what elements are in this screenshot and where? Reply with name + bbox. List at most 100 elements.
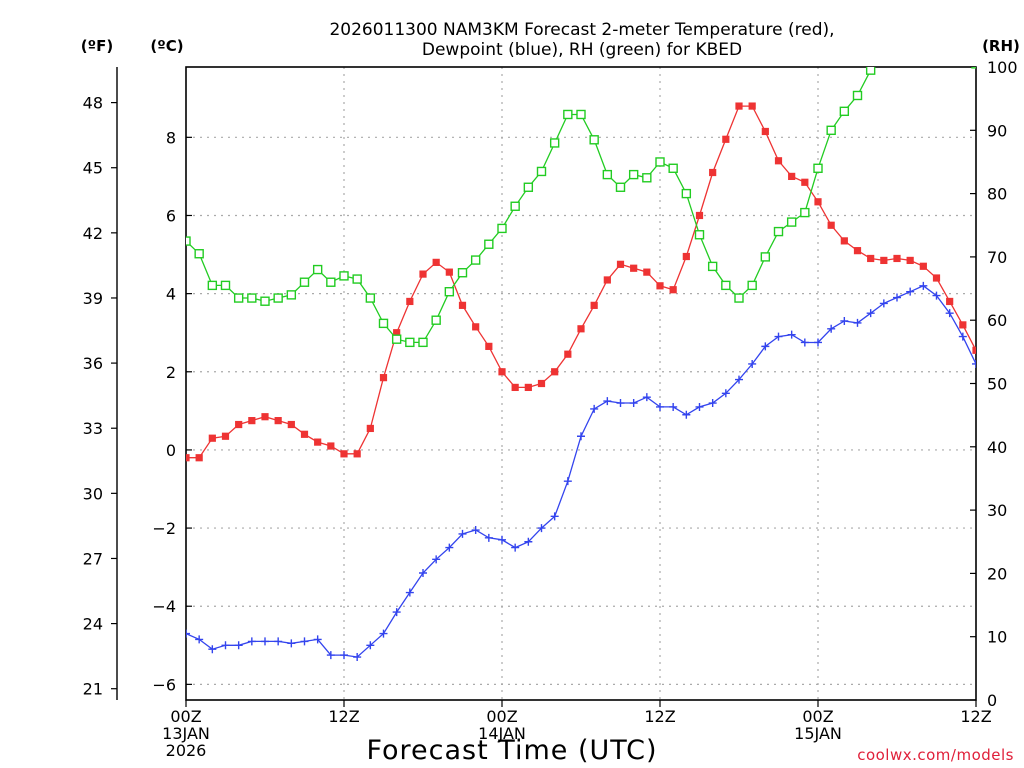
fahrenheit-tick-label: 36 [83,354,103,373]
dewpoint-point [616,399,625,408]
x-axis-label: Forecast Time (UTC) [366,735,657,766]
dewpoint-point [827,324,836,333]
2-meter-temperature-point [867,254,875,263]
rh-point [563,109,573,120]
rh-point [523,182,534,192]
dewpoint-point [550,512,559,521]
dewpoint-point [577,432,585,441]
2-meter-temperature-point [327,442,335,450]
dewpoint-point [853,318,862,327]
rh-point [668,163,678,173]
2-meter-temperature-point [801,178,809,186]
rh-point [391,334,402,344]
2-meter-temperature-point [906,256,914,265]
2-meter-temperature-point [774,157,783,165]
2-meter-temperature-point [669,286,677,294]
2-meter-temperature-point [366,424,374,433]
dewpoint-point [945,309,954,318]
fahrenheit-tick-label: 33 [83,419,103,438]
rh-tick-label: 20 [987,564,1007,583]
rh-tick-label: 70 [987,248,1007,267]
2-meter-temperature-point [682,252,690,261]
time-tick-label: 12Z [328,707,359,726]
fahrenheit-tick-label: 27 [83,549,103,568]
celsius-tick-label: 4 [166,285,176,304]
2-meter-temperature-point [537,379,546,388]
rh-point [707,261,718,272]
rh-point [721,280,731,291]
2-meter-temperature-point [959,321,967,329]
rh-tick-label: 30 [987,501,1007,520]
rh-point [694,230,705,240]
dewpoint-point [524,537,533,546]
dewpoint-point [708,399,717,408]
rh-tick-label: 90 [987,121,1007,140]
celsius-tick-label: 0 [166,441,176,460]
time-tick-label: 12Z [644,707,675,726]
rh-point [760,252,771,262]
rh-tick-label: 40 [987,438,1007,457]
dewpoint-point [669,402,678,411]
2-meter-temperature-point [340,450,348,458]
dewpoint-point [590,404,599,413]
2-meter-temperature-point [511,383,519,392]
fahrenheit-tick-label: 39 [83,289,103,308]
rh-point [933,41,941,49]
dewpoint-point [603,397,612,406]
dewpoint-point [972,359,976,368]
plot-frame [185,66,977,701]
rh-point [681,188,692,199]
fahrenheit-tick-label: 45 [83,159,103,178]
dewpoint-point [735,375,743,384]
dewpoint-point [234,641,243,650]
gridlines [186,67,976,700]
rh-point [602,169,613,180]
dewpoint-point [814,338,822,347]
2-meter-temperature-point [656,282,664,290]
2-meter-temperature-point [853,247,862,255]
2-meter-temperature-point [577,325,585,333]
dewpoint-point [682,410,691,419]
rh-point [826,125,836,136]
rh-point [919,31,927,39]
rh-point [589,135,599,145]
dewpoint-point [642,393,651,402]
dewpoint-point [287,639,296,648]
rh-point [615,182,626,192]
2-meter-temperature-point [564,350,572,358]
2-meter-temperature-point [827,221,835,229]
chart-title-line-2: Dewpoint (blue), RH (green) for KBED [422,40,742,60]
dewpoint-point [313,635,322,644]
rh-point [734,293,744,303]
dewpoint-point [656,402,664,411]
fahrenheit-tick-label: 21 [83,680,103,699]
rh-point [431,315,441,325]
rh-point [0,82,8,90]
rh-tick-label: 10 [987,628,1007,647]
fahrenheit-tick-label: 42 [83,224,103,243]
celsius-tick-label: −4 [152,597,176,616]
dewpoint-point [186,629,190,638]
dewpoint-point [326,651,335,660]
rh-point [971,67,976,69]
dewpoint-point [208,645,217,654]
2-meter-temperature-point [748,102,756,110]
2-meter-temperature-point [551,368,559,376]
fahrenheit-tick-label: 48 [83,94,103,113]
2-meter-temperature-point [432,258,440,266]
dewpoint-point [274,637,283,646]
dewpoint-point [392,608,401,617]
dewpoint-point [761,342,770,351]
2-meter-temperature-point [761,127,769,136]
dewpoint-series [186,281,976,662]
dewpoint-point [419,569,427,578]
2-meter-temperature-point [419,270,427,278]
rh-point [813,163,823,173]
rh-point [655,157,665,167]
dewpoint-point [261,637,269,646]
dewpoint-point [563,477,572,486]
rh-point [549,138,560,148]
2-meter-temperature-point [472,323,480,331]
2-meter-temperature-point [946,297,954,306]
